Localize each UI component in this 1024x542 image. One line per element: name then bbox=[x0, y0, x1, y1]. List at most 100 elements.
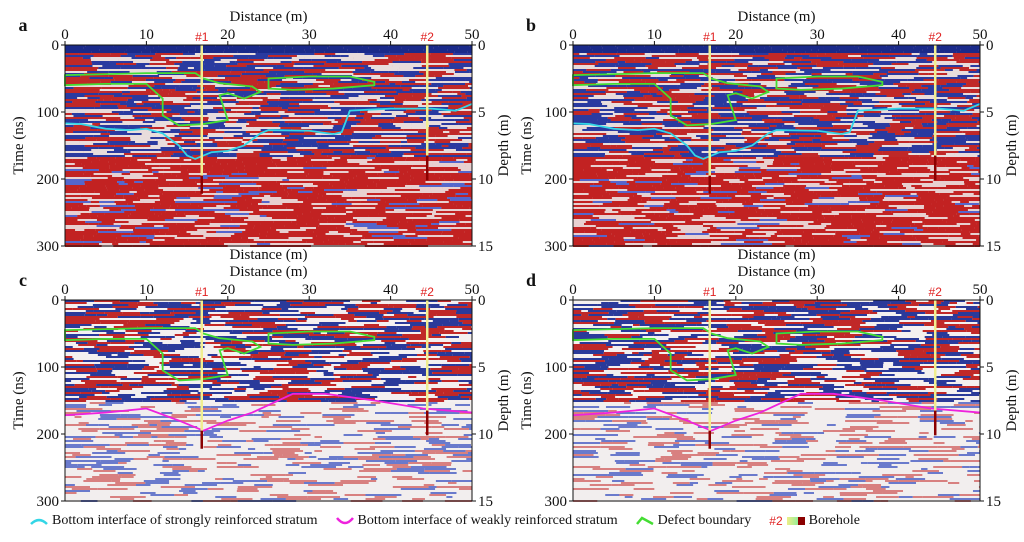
radargram-strip bbox=[594, 241, 615, 243]
radargram-strip bbox=[670, 115, 682, 117]
radargram-strip bbox=[947, 97, 966, 99]
radargram-strip bbox=[120, 55, 136, 57]
radargram-strip bbox=[447, 304, 468, 306]
radargram-strip bbox=[939, 47, 950, 49]
radargram-strip bbox=[354, 314, 384, 316]
radargram-strip bbox=[921, 123, 928, 125]
radargram-strip bbox=[768, 59, 801, 61]
radargram-strip bbox=[65, 143, 94, 145]
radargram-strip bbox=[761, 213, 773, 215]
radargram-strip bbox=[334, 378, 350, 380]
radargram-strip bbox=[238, 119, 246, 121]
radargram-strip bbox=[328, 145, 354, 147]
radargram-strip bbox=[704, 83, 725, 85]
radargram-strip bbox=[130, 151, 162, 153]
radargram-strip bbox=[408, 115, 444, 117]
radargram-strip bbox=[771, 47, 799, 49]
radargram-strip bbox=[699, 179, 724, 181]
radargram-strip bbox=[573, 177, 609, 179]
radargram-strip bbox=[901, 183, 929, 185]
radargram-strip bbox=[336, 201, 345, 203]
radargram-strip bbox=[91, 239, 128, 241]
radargram-strip bbox=[709, 133, 722, 135]
radargram-strip bbox=[427, 71, 446, 73]
radargram-strip bbox=[791, 75, 812, 77]
radargram-strip bbox=[160, 191, 196, 193]
radargram-strip bbox=[709, 235, 729, 237]
radargram-strip bbox=[305, 360, 326, 362]
radargram-strip bbox=[454, 119, 470, 121]
radargram-strip bbox=[262, 207, 287, 209]
radargram-strip bbox=[170, 205, 178, 207]
radargram-strip bbox=[144, 340, 181, 342]
radargram-strip bbox=[450, 175, 472, 177]
radargram-strip bbox=[145, 241, 165, 243]
radargram-strip bbox=[97, 99, 104, 101]
radargram-strip bbox=[619, 55, 652, 57]
radargram-strip bbox=[686, 133, 703, 135]
panel-b: #1 #20 10 20 30 40 500100200300051015Distance … bbox=[519, 9, 1020, 263]
radargram-strip bbox=[168, 350, 176, 352]
radargram-strip bbox=[727, 163, 759, 165]
radargram-strip bbox=[207, 155, 237, 157]
radargram-strip bbox=[805, 51, 817, 53]
radargram-strip bbox=[648, 91, 672, 93]
radargram-strip bbox=[65, 55, 94, 57]
radargram-strip bbox=[796, 133, 827, 135]
radargram-strip bbox=[739, 243, 773, 245]
radargram-strip bbox=[170, 312, 196, 314]
radargram-strip bbox=[851, 217, 886, 219]
radargram-strip bbox=[435, 135, 448, 137]
radargram-strip bbox=[422, 175, 443, 177]
radargram-strip bbox=[72, 159, 100, 161]
radargram-strip bbox=[171, 163, 205, 165]
radargram-strip bbox=[122, 312, 140, 314]
radargram-strip bbox=[941, 159, 961, 161]
radargram-strip bbox=[715, 71, 752, 73]
radargram-strip bbox=[242, 161, 273, 163]
radargram-strip bbox=[891, 227, 918, 229]
radargram-strip bbox=[171, 338, 206, 340]
radargram-strip bbox=[880, 223, 915, 225]
radargram-strip bbox=[347, 49, 380, 51]
radargram-strip bbox=[787, 219, 818, 221]
radargram-strip bbox=[215, 45, 233, 47]
radargram-strip bbox=[658, 89, 670, 91]
radargram-strip bbox=[238, 338, 273, 340]
radargram-strip bbox=[245, 47, 272, 49]
radargram-strip bbox=[973, 73, 980, 75]
radargram-strip bbox=[964, 149, 974, 151]
radargram-strip bbox=[853, 87, 879, 89]
radargram-strip bbox=[611, 189, 628, 191]
radargram-strip bbox=[831, 169, 844, 171]
radargram-strip bbox=[142, 175, 177, 177]
radargram-strip bbox=[244, 169, 281, 171]
radargram-strip bbox=[586, 69, 611, 71]
radargram-strip bbox=[217, 145, 233, 147]
radargram-strip bbox=[439, 221, 460, 223]
radargram-strip bbox=[867, 139, 885, 141]
radargram-strip bbox=[820, 149, 857, 151]
radargram-strip bbox=[910, 131, 937, 133]
radargram-strip bbox=[333, 125, 351, 127]
radargram-strip bbox=[118, 69, 149, 71]
radargram-strip bbox=[400, 310, 419, 312]
radargram-strip bbox=[230, 71, 246, 73]
radargram-strip bbox=[355, 107, 379, 109]
radargram-strip bbox=[955, 113, 973, 115]
radargram-strip bbox=[259, 380, 275, 382]
radargram-strip bbox=[213, 334, 238, 336]
radargram-strip bbox=[223, 366, 240, 368]
radargram-strip bbox=[858, 97, 895, 99]
radargram-strip bbox=[641, 79, 659, 81]
radargram-strip bbox=[109, 133, 142, 135]
radargram-strip bbox=[921, 85, 941, 87]
radargram-strip bbox=[168, 378, 178, 380]
radargram-strip bbox=[769, 45, 788, 47]
radargram-strip bbox=[320, 71, 353, 73]
radargram-strip bbox=[366, 199, 381, 201]
radargram-strip bbox=[428, 167, 458, 169]
radargram-strip bbox=[109, 143, 129, 145]
radargram-strip bbox=[84, 183, 119, 185]
radargram-strip bbox=[438, 227, 450, 229]
